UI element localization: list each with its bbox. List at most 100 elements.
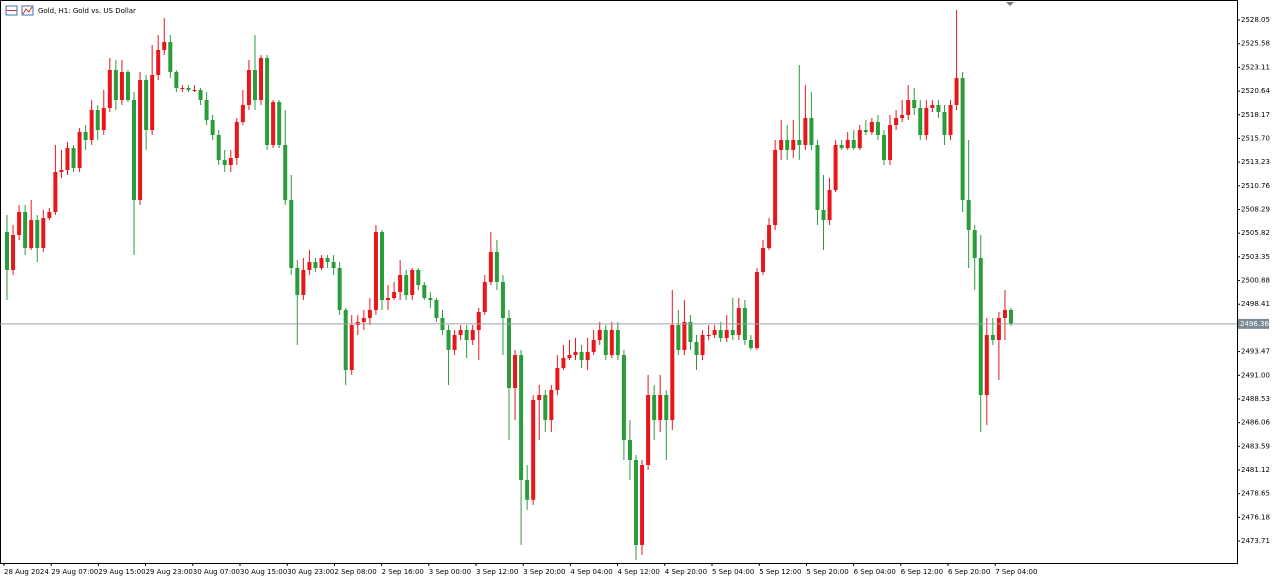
candle-body bbox=[948, 104, 953, 135]
price-label-box bbox=[1238, 318, 1269, 329]
x-tick-label: 29 Aug 23:00 bbox=[146, 568, 193, 576]
candle-body bbox=[138, 79, 143, 201]
x-tick-label: 3 Sep 00:00 bbox=[429, 568, 471, 576]
candle-body bbox=[936, 104, 941, 112]
candle-body bbox=[543, 395, 548, 421]
candle-body bbox=[500, 281, 505, 319]
candle-body bbox=[966, 200, 971, 231]
candle-body bbox=[869, 121, 874, 133]
y-tick-label: 2500.88 bbox=[1241, 277, 1270, 285]
candle-body bbox=[930, 104, 935, 108]
x-tick-label: 4 Sep 12:00 bbox=[618, 568, 660, 576]
y-tick-label: 2503.35 bbox=[1241, 253, 1270, 261]
candle-body bbox=[748, 339, 753, 349]
candle-body bbox=[621, 355, 626, 440]
candle-body bbox=[537, 395, 542, 401]
candle-body bbox=[875, 121, 880, 135]
candle-body bbox=[192, 90, 197, 92]
chart-icon bbox=[5, 5, 34, 16]
candle-body bbox=[240, 104, 245, 122]
candle-body bbox=[259, 58, 264, 101]
x-tick-label: 4 Sep 04:00 bbox=[570, 568, 612, 576]
candle-body bbox=[174, 72, 179, 89]
candle-body bbox=[482, 281, 487, 312]
candle-body bbox=[446, 330, 451, 350]
candle-body bbox=[119, 72, 124, 101]
candle-body bbox=[198, 90, 203, 101]
candle-body bbox=[525, 479, 530, 500]
candle-body bbox=[277, 102, 282, 145]
candle-body bbox=[519, 355, 524, 480]
candle-body bbox=[416, 269, 421, 286]
candle-body bbox=[942, 111, 947, 135]
candle-body bbox=[694, 341, 699, 356]
y-tick-label: 2498.41 bbox=[1241, 300, 1270, 308]
x-tick-label: 30 Aug 15:00 bbox=[240, 568, 287, 576]
candle-body bbox=[978, 258, 983, 396]
candle-body bbox=[65, 148, 70, 170]
y-tick-label: 2505.82 bbox=[1241, 229, 1270, 237]
candle-body bbox=[773, 149, 778, 226]
x-tick-label: 2 Sep 16:00 bbox=[382, 568, 424, 576]
candle-body bbox=[912, 100, 917, 108]
candle-body bbox=[1009, 309, 1013, 324]
candle-body bbox=[89, 109, 94, 140]
y-tick-label: 2488.53 bbox=[1241, 395, 1270, 403]
x-tick-label: 29 Aug 07:00 bbox=[51, 568, 98, 576]
candle-body bbox=[730, 330, 735, 336]
candle-body bbox=[797, 139, 802, 145]
candle-body bbox=[113, 69, 118, 101]
candle-body bbox=[549, 390, 554, 421]
candle-body bbox=[688, 321, 693, 342]
candle-body bbox=[682, 321, 687, 350]
x-tick-label: 3 Sep 20:00 bbox=[523, 568, 565, 576]
candle-body bbox=[591, 339, 596, 352]
x-tick-label: 2 Sep 08:00 bbox=[334, 568, 376, 576]
candle-body bbox=[265, 58, 270, 145]
candle-body bbox=[361, 318, 366, 322]
candle-body bbox=[646, 395, 651, 466]
candle-body bbox=[640, 465, 645, 545]
candle-body bbox=[410, 269, 415, 296]
candle-body bbox=[906, 100, 911, 115]
y-tick-label: 2508.29 bbox=[1241, 205, 1270, 213]
candle-body bbox=[59, 169, 64, 173]
candle-body bbox=[313, 262, 318, 268]
candle-body bbox=[107, 69, 112, 108]
x-tick-label: 5 Sep 04:00 bbox=[712, 568, 754, 576]
candle-body bbox=[803, 118, 808, 145]
candle-body bbox=[41, 218, 46, 249]
candle-body bbox=[83, 132, 88, 140]
candle-body bbox=[676, 325, 681, 350]
candle-body bbox=[428, 297, 433, 301]
candle-body bbox=[234, 121, 239, 159]
candle-body bbox=[670, 325, 675, 421]
candle-body bbox=[343, 309, 348, 370]
candle-body bbox=[331, 262, 336, 268]
candle-body bbox=[851, 139, 856, 149]
candle-body bbox=[162, 41, 167, 50]
candle-body bbox=[785, 139, 790, 150]
candle-body bbox=[186, 88, 191, 91]
candle-body bbox=[754, 272, 759, 349]
candle-body bbox=[894, 118, 899, 126]
y-tick-label: 2481.12 bbox=[1241, 466, 1270, 474]
candle-body bbox=[706, 335, 711, 337]
candle-body bbox=[531, 400, 536, 500]
candle-body bbox=[289, 200, 294, 268]
candle-body bbox=[809, 118, 814, 145]
candle-body bbox=[307, 262, 312, 270]
price-label: 2496.36 bbox=[1240, 320, 1269, 328]
candle-body bbox=[144, 79, 149, 131]
candle-body bbox=[954, 78, 959, 105]
candle-body bbox=[325, 258, 330, 263]
candle-body bbox=[863, 130, 868, 133]
candle-body bbox=[29, 220, 34, 249]
y-tick-label: 2515.70 bbox=[1241, 134, 1270, 142]
x-tick-label: 30 Aug 23:00 bbox=[287, 568, 334, 576]
x-tick-label: 6 Sep 20:00 bbox=[948, 568, 990, 576]
x-tick-label: 4 Sep 20:00 bbox=[665, 568, 707, 576]
candle-body bbox=[494, 251, 499, 282]
candle-body bbox=[815, 144, 820, 210]
shift-marker bbox=[1006, 2, 1014, 6]
